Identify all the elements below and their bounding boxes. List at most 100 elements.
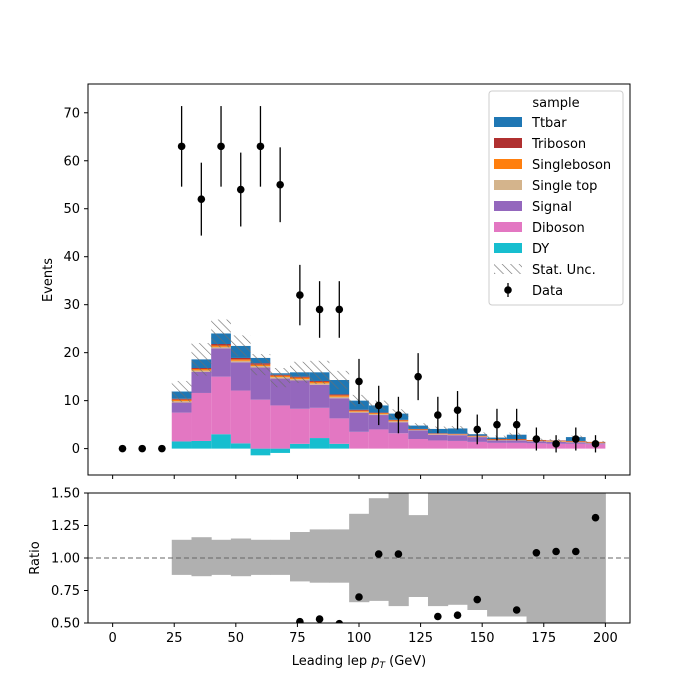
bar-triboson: [349, 409, 369, 411]
bar-signal: [230, 362, 251, 391]
bar-triboson: [329, 394, 350, 396]
ratio-point: [335, 619, 344, 623]
legend-label-stat-unc: Stat. Unc.: [532, 263, 596, 278]
ratio-point: [296, 617, 304, 623]
bar-single-top: [211, 346, 231, 349]
stat-unc-band: [290, 361, 310, 383]
bar-signal: [171, 402, 192, 413]
data-point: [532, 435, 541, 443]
data-point: [591, 440, 600, 448]
data-point: [552, 440, 560, 448]
bar-triboson: [230, 357, 251, 360]
data-point: [217, 142, 225, 151]
ratio-point: [591, 513, 600, 522]
data-point: [296, 291, 304, 299]
data-point: [276, 180, 284, 189]
bar-diboson: [368, 429, 389, 449]
ratio-unc-band: [487, 493, 508, 617]
ratio-panel: 0.50 0.75 1.00 1.25 1.50 0 25 50 75 100 125 150 175…: [28, 487, 631, 671]
ratio-point: [473, 595, 482, 604]
bar-dy: [329, 443, 350, 449]
ratio-point: [315, 615, 324, 623]
bar-singleboson: [349, 410, 369, 412]
ratio-unc-band: [250, 539, 271, 575]
data-point: [394, 411, 403, 419]
stat-unc-band: [329, 370, 350, 390]
legend-label-triboson: Triboson: [531, 137, 586, 152]
ratio-unc-band: [506, 493, 528, 617]
ratio-y-axis-label: Ratio: [28, 541, 43, 574]
ratio-point: [394, 550, 403, 558]
stat-unc-band: [230, 335, 251, 357]
ratio-point: [552, 547, 560, 556]
y-tick-label: 60: [63, 154, 80, 169]
bar-diboson: [191, 392, 212, 441]
bar-diboson: [250, 399, 271, 449]
bar-singleboson: [329, 395, 350, 397]
legend-label-data: Data: [532, 284, 563, 299]
bar-diboson: [171, 412, 192, 442]
bar-dy: [211, 434, 231, 449]
ratio-point: [572, 547, 580, 556]
bar-diboson: [447, 440, 468, 449]
bar-diboson: [487, 442, 507, 449]
data-point: [473, 425, 482, 434]
y-tick-label: 0: [72, 442, 80, 457]
bar-dy: [250, 448, 271, 456]
ratio-y-tick-label: 0.75: [51, 584, 80, 599]
x-tick-label: 100: [347, 631, 372, 646]
bar-single-top: [329, 396, 350, 399]
bar-dy: [270, 448, 291, 453]
bar-dy: [290, 443, 310, 449]
bar-signal: [427, 434, 448, 441]
ratio-unc-band: [408, 515, 429, 597]
data-point: [572, 435, 580, 443]
bar-diboson: [408, 439, 428, 449]
x-tick-label: 50: [228, 631, 245, 646]
bar-diboson: [349, 431, 369, 449]
data-point: [374, 401, 383, 410]
ratio-unc-band: [230, 538, 252, 577]
stat-unc-band: [309, 360, 330, 384]
data-point: [138, 444, 146, 453]
data-point: [512, 420, 521, 429]
y-tick-label: 40: [63, 250, 80, 265]
stat-unc-band: [270, 368, 291, 388]
bar-dy: [309, 438, 330, 449]
ratio-point: [355, 593, 363, 601]
bar-ttbar: [447, 428, 468, 434]
legend-box: [488, 90, 624, 306]
bar-diboson: [329, 418, 350, 444]
ratio-x-axis: 0 25 50 75 100 125 150 175 200: [108, 623, 618, 646]
ratio-y-tick-label: 1.50: [51, 487, 80, 502]
stat-unc-band: [191, 343, 212, 376]
bar-signal: [487, 440, 507, 443]
x-tick-label: 150: [470, 631, 495, 646]
bar-single-top: [230, 360, 251, 363]
bar-diboson: [309, 407, 330, 439]
bar-signal: [191, 371, 212, 393]
data-point: [315, 305, 324, 314]
ratio-point: [374, 550, 383, 558]
x-axis-label-prefix: Leading lep: [292, 654, 371, 669]
ratio-y-tick-label: 1.25: [51, 519, 80, 534]
x-tick-label: 125: [408, 631, 433, 646]
legend-label-singleboson: Singleboson: [532, 158, 611, 173]
bar-signal: [250, 367, 271, 400]
bar-signal: [329, 398, 350, 419]
bar-diboson: [388, 433, 409, 449]
bar-signal: [211, 348, 231, 377]
bar-diboson: [270, 405, 291, 449]
data-point: [493, 420, 501, 429]
stat-unc-band: [211, 319, 231, 348]
bar-dy: [171, 441, 192, 449]
legend-swatch-triboson: [494, 138, 522, 148]
legend-swatch-data: [504, 286, 512, 294]
ratio-unc-band: [467, 493, 488, 610]
y-tick-label: 20: [63, 346, 80, 361]
ratio-unc-band: [349, 513, 370, 603]
legend-swatch-diboson: [494, 222, 522, 232]
ratio-unc-band: [191, 537, 212, 577]
bar-single-top: [309, 383, 330, 385]
